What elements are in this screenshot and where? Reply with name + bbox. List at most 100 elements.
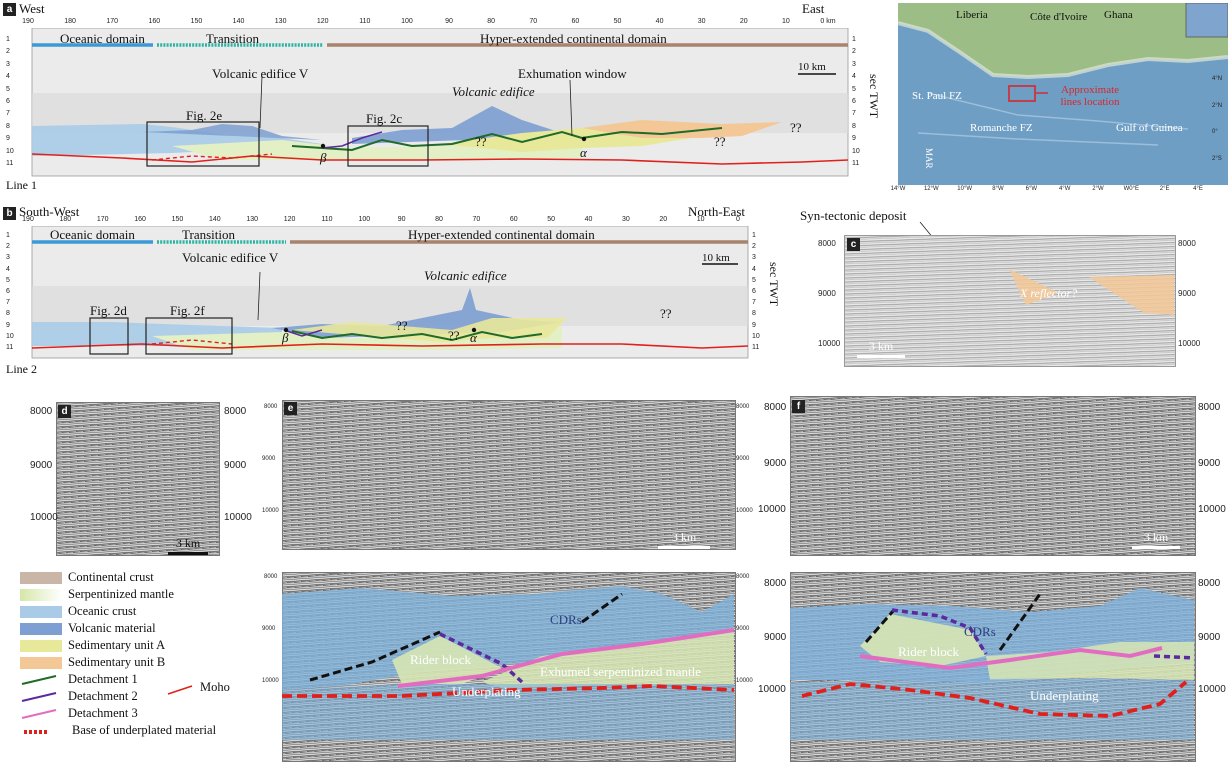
panel-f-ytick-r0: 8000 — [1198, 402, 1221, 413]
panel-a-depth-r-4: 5 — [852, 85, 856, 93]
legend-swatch-5 — [20, 657, 62, 669]
panel-b-depth-r-2: 3 — [752, 254, 756, 262]
panel-a-depth-l-9: 10 — [6, 147, 14, 155]
panel-b-scale-label: 10 km — [702, 252, 730, 264]
panel-b-depth-l-4: 5 — [6, 276, 10, 284]
map-lon-tick-2: 10°W — [957, 186, 973, 192]
panel-b-depth-r-3: 4 — [752, 265, 756, 273]
panel-a-depth-l-6: 7 — [6, 110, 10, 118]
legend-line-0 — [21, 675, 57, 685]
panel-b-depth-r-8: 9 — [752, 321, 756, 329]
legend-moho-line — [167, 685, 193, 695]
panel-c-seismic — [844, 235, 1176, 367]
panel-b-km-tick-15: 40 — [584, 216, 593, 223]
map-country-liberia: Liberia — [956, 9, 988, 21]
legend-swatch-3 — [20, 623, 62, 635]
panel-f-scale-label: 3 km — [1143, 530, 1169, 544]
panel-a-volcanic-v-label: Volcanic edifice V — [212, 66, 309, 81]
panel-b-km-tick-7: 120 — [283, 216, 296, 223]
panel-e-exhumed-mantle — [482, 628, 734, 688]
panel-b-km-tick-19: 0 — [736, 216, 740, 223]
map-mar-label: MAR — [924, 148, 934, 169]
panel-b-depth-l-0: 1 — [6, 232, 10, 239]
panel-b-depth-r-7: 8 — [752, 310, 756, 318]
map-country-ghana: Ghana — [1104, 9, 1133, 21]
panel-b-depth-r-6: 7 — [752, 299, 756, 307]
panel-b-depth-l-5: 6 — [6, 288, 10, 295]
map-lon-ticks: 14°W 12°W 10°W 8°W 6°W 4°W 2°W W0°E 2°E 4°E — [891, 186, 1232, 196]
panel-a-exhumation-label: Exhumation window — [518, 66, 627, 81]
panel-a-depth-r-3: 4 — [852, 73, 856, 81]
map-country-cote: Côte d'Ivoire — [1030, 11, 1088, 23]
legend-label-0: Continental crust — [68, 570, 154, 584]
panel-a-depth-l-8: 9 — [6, 135, 10, 143]
legend-label-1: Serpentinized mantle — [68, 587, 174, 601]
map-lon-tick-3: 8°W — [992, 186, 1004, 192]
panel-b-km-tick-16: 30 — [621, 216, 630, 223]
panel-e-b-ytick-r2: 10000 — [736, 678, 753, 684]
panel-f-b-ytick-l1: 9000 — [764, 632, 787, 643]
panel-a-km-tick-7: 120 — [316, 18, 329, 25]
panel-c-scale: 3 km — [856, 339, 906, 358]
panel-c-ytick-r1: 9000 — [1178, 289, 1196, 298]
panel-e-scale: 3 km — [656, 530, 712, 549]
panel-a-km-tick-2: 170 — [106, 18, 119, 25]
panel-b-fig2f-label: Fig. 2f — [170, 303, 205, 318]
panel-a-depth-r-2: 3 — [852, 60, 856, 68]
panel-b-line-name: Line 2 — [6, 362, 37, 376]
panel-a-tag: a — [3, 3, 16, 16]
panel-a-depth-r-10: 11 — [852, 160, 860, 167]
panel-a-km-tick-15: 40 — [655, 18, 664, 25]
panel-b-km-tick-8: 110 — [321, 216, 333, 223]
panel-e-ytick-l2: 10000 — [262, 508, 279, 514]
panel-b-km-tick-5: 140 — [208, 216, 221, 223]
panel-a-depth-r-9: 10 — [852, 147, 860, 155]
panel-a-depth-l-3: 4 — [6, 73, 10, 81]
map-approx-label: Approximate lines location — [1060, 84, 1120, 108]
panel-d-ytick-r2: 10000 — [224, 512, 252, 523]
panel-a-km-tick-11: 80 — [487, 18, 496, 25]
panel-a-line-name: Line 1 — [6, 178, 37, 192]
map-lat-tick-0: 4°N — [1212, 76, 1223, 82]
panel-b-q1: ?? — [396, 318, 408, 333]
panel-b-section — [31, 226, 749, 359]
panel-f-underplating-label: Underplating — [1030, 688, 1099, 703]
panel-b-depth-l-2: 3 — [6, 254, 10, 262]
panel-a-km-tick-12: 70 — [529, 18, 538, 25]
panel-b-q3: ?? — [660, 306, 672, 321]
panel-a-km-tick-9: 100 — [401, 18, 413, 25]
panel-d-scale-label: 3 km — [175, 536, 201, 550]
map-st-paul-label: St. Paul FZ — [912, 90, 962, 102]
panel-a-km-tick-8: 110 — [359, 18, 371, 25]
panel-d-ytick-l0: 8000 — [30, 406, 53, 417]
legend-line-label-0: Detachment 1 — [68, 672, 138, 686]
panel-a-km-tick-17: 20 — [739, 18, 748, 25]
map-romanche-label: Romanche FZ — [970, 122, 1033, 134]
panel-a-depth-l-4: 5 — [6, 85, 10, 93]
panel-d-ytick-r1: 9000 — [224, 460, 247, 471]
panel-b-depth-l-10: 11 — [6, 344, 14, 351]
map-lon-tick-7: W0°E — [1123, 186, 1140, 192]
panel-a-depth-r-7: 8 — [852, 122, 856, 130]
panel-b-km-tick-11: 80 — [435, 216, 443, 223]
panel-f-rider-label: Rider block — [898, 644, 960, 659]
panel-c-ytick-r2: 10000 — [1178, 339, 1201, 348]
panel-b-twt-label: sec TWT — [767, 262, 781, 307]
panel-f-ytick-l1: 9000 — [764, 458, 787, 469]
panel-b-km-tick-4: 150 — [171, 216, 184, 223]
panel-e-seismic-top — [282, 400, 736, 550]
panel-c-reflector-label: X reflector? — [1020, 286, 1078, 300]
panel-f-ytick-l2: 10000 — [758, 504, 786, 515]
map-inset — [1185, 3, 1228, 38]
panel-a-km-axis: 190 180 170 160 150 140 130 120 110 100 90 80 70 60 50… — [22, 18, 848, 28]
panel-b-q2: ?? — [448, 328, 460, 343]
panel-a-km-tick-13: 60 — [571, 18, 580, 25]
panel-a-km-tick-6: 130 — [274, 18, 287, 25]
panel-b-km-tick-1: 180 — [59, 216, 72, 223]
panel-b-km-tick-17: 20 — [659, 216, 668, 223]
panel-c-scale-label: 3 km — [868, 339, 894, 353]
map-lon-tick-1: 12°W — [923, 186, 939, 192]
panel-d-seismic — [56, 402, 220, 556]
panel-b-volcanic-label: Volcanic edifice — [424, 268, 507, 283]
panel-f-b-ytick-r2: 10000 — [1198, 684, 1226, 695]
